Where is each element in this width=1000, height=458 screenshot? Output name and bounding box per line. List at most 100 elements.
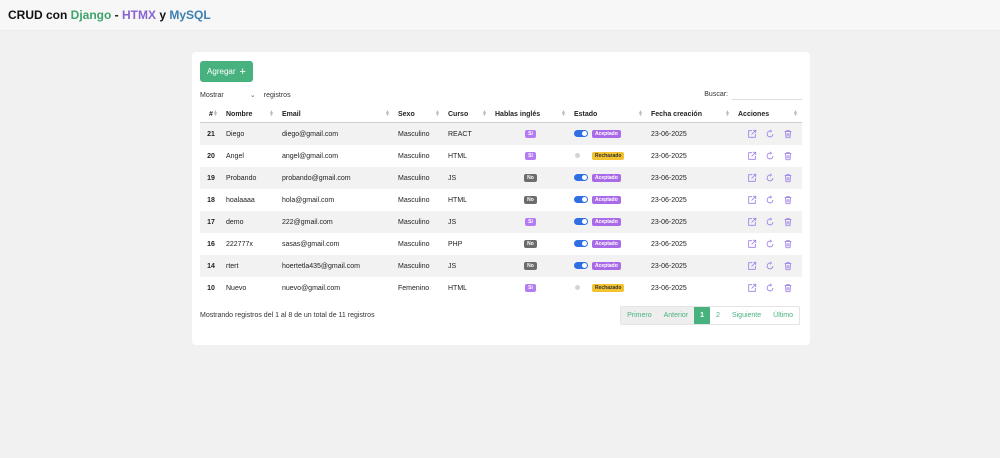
pager-page-2[interactable]: 2 — [716, 312, 720, 319]
pager-last-button[interactable]: Último — [773, 312, 793, 319]
external-link-icon[interactable] — [747, 283, 757, 293]
trash-icon[interactable] — [783, 217, 793, 227]
column-label: Fecha creación — [651, 111, 702, 118]
column-header-curso[interactable]: Curso ▲ ▼ — [444, 107, 491, 123]
external-link-icon[interactable] — [747, 217, 757, 227]
trash-icon[interactable] — [783, 261, 793, 271]
english-badge: No — [524, 240, 537, 248]
external-link-icon[interactable] — [747, 151, 757, 161]
status-toggle[interactable] — [574, 152, 588, 159]
add-button-label: Agregar — [207, 67, 236, 76]
status-toggle[interactable] — [574, 195, 588, 203]
cell-fecha: 23-06-2025 — [647, 255, 734, 277]
external-link-icon[interactable] — [747, 129, 757, 139]
cell-acciones — [734, 145, 802, 167]
cell-estado: Rechazado — [570, 145, 647, 167]
cell-acciones — [734, 255, 802, 277]
status-badge: Aceptado — [592, 240, 621, 249]
external-link-icon[interactable] — [747, 173, 757, 183]
english-badge: Si — [525, 130, 536, 138]
pager-first-button[interactable]: Primero — [621, 307, 658, 324]
column-header-sexo[interactable]: Sexo ▲ ▼ — [394, 107, 444, 123]
page-length-select[interactable]: ⌄ — [228, 90, 258, 101]
column-header-nombre[interactable]: Nombre ▲ ▼ — [222, 107, 278, 123]
status-toggle[interactable] — [574, 239, 588, 247]
external-link-icon[interactable] — [747, 195, 757, 205]
brand-htmx: HTMX — [122, 8, 157, 22]
external-link-icon[interactable] — [747, 239, 757, 249]
status-toggle[interactable] — [574, 129, 588, 137]
show-label: Mostrar — [200, 91, 224, 99]
refresh-icon[interactable] — [765, 217, 775, 227]
cell-sexo: Masculino — [398, 196, 430, 204]
refresh-icon[interactable] — [765, 173, 775, 183]
cell-email: hoertetla435@gmail.com — [278, 255, 394, 277]
cell-sexo: Masculino — [398, 240, 430, 248]
table-row: 14 rtert hoertetla435@gmail.com Masculino JS… — [200, 255, 802, 277]
cell-sexo: Femenino — [398, 284, 430, 292]
table-row: 21 Diego diego@gmail.com Masculino REACT Si Ac… — [200, 122, 802, 145]
status-toggle[interactable] — [574, 173, 588, 181]
cell-id: 18 — [207, 196, 215, 204]
cell-nombre: rtert — [222, 255, 278, 277]
cell-curso: REACT — [444, 122, 491, 145]
chevron-down-icon: ⌄ — [249, 91, 256, 99]
cell-acciones — [734, 233, 802, 255]
status-badge: Aceptado — [592, 174, 621, 183]
pager-prev-button[interactable]: Anterior — [657, 307, 695, 324]
sort-icon: ▲ ▼ — [269, 109, 274, 118]
cell-ingles: No — [491, 255, 570, 277]
sort-icon: ▲ ▼ — [638, 109, 643, 118]
english-badge: No — [524, 174, 537, 182]
status-toggle[interactable] — [574, 217, 588, 225]
refresh-icon[interactable] — [765, 151, 775, 161]
cell-email: angel@gmail.com — [282, 152, 339, 160]
column-label: Nombre — [226, 111, 253, 118]
status-badge: Aceptado — [592, 196, 621, 205]
pager-next-button[interactable]: Siguiente — [731, 312, 762, 319]
search-input[interactable] — [732, 88, 802, 100]
external-link-icon[interactable] — [747, 261, 757, 271]
sort-icon: ▲ ▼ — [213, 109, 218, 118]
brand-sep: - — [111, 8, 123, 22]
table-row: 18 hoalaaaa hola@gmail.com Masculino HTML No A… — [200, 189, 802, 211]
refresh-icon[interactable] — [765, 129, 775, 139]
trash-icon[interactable] — [783, 283, 793, 293]
cell-email: probando@gmail.com — [278, 167, 394, 189]
column-header-estado[interactable]: Estado ▲ ▼ — [570, 107, 647, 123]
cell-id: 16 — [207, 240, 215, 248]
cell-estado: Aceptado — [570, 167, 647, 189]
sort-icon: ▲ ▼ — [385, 109, 390, 118]
column-header-acciones[interactable]: Acciones ▲ ▼ — [734, 107, 802, 123]
refresh-icon[interactable] — [765, 195, 775, 205]
trash-icon[interactable] — [783, 173, 793, 183]
table-header-row: # ▲ ▼ Nombre ▲ ▼ Email ▲ ▼ Sexo ▲ ▼ Curso ▲ ▼ Habl… — [200, 107, 802, 123]
cell-ingles: No — [491, 233, 570, 255]
status-toggle[interactable] — [574, 284, 588, 291]
brand-y: y — [156, 8, 170, 22]
cell-fecha: 23-06-2025 — [651, 284, 687, 292]
trash-icon[interactable] — [783, 239, 793, 249]
cell-estado: Aceptado — [570, 211, 647, 233]
pager-page-1[interactable]: 1 — [694, 307, 711, 324]
cell-curso: JS — [444, 211, 491, 233]
cell-curso: HTML — [448, 284, 468, 292]
column-header-ingles[interactable]: Hablas inglés ▲ ▼ — [491, 107, 570, 123]
trash-icon[interactable] — [783, 151, 793, 161]
cell-nombre: Diego — [222, 122, 278, 145]
column-header-email[interactable]: Email ▲ ▼ — [278, 107, 394, 123]
column-header-fecha[interactable]: Fecha creación ▲ ▼ — [647, 107, 734, 123]
english-badge: No — [524, 196, 537, 204]
cell-acciones — [734, 211, 802, 233]
refresh-icon[interactable] — [765, 261, 775, 271]
column-header-id[interactable]: # ▲ ▼ — [200, 107, 222, 123]
trash-icon[interactable] — [783, 195, 793, 205]
refresh-icon[interactable] — [765, 283, 775, 293]
refresh-icon[interactable] — [765, 239, 775, 249]
pagination: Primero Anterior 1 2 Siguiente Último — [620, 306, 800, 325]
add-button[interactable]: Agregar + — [200, 61, 253, 82]
trash-icon[interactable] — [783, 129, 793, 139]
records-label: registros — [263, 91, 291, 99]
search-label: Buscar: — [704, 90, 728, 98]
status-toggle[interactable] — [574, 261, 588, 269]
